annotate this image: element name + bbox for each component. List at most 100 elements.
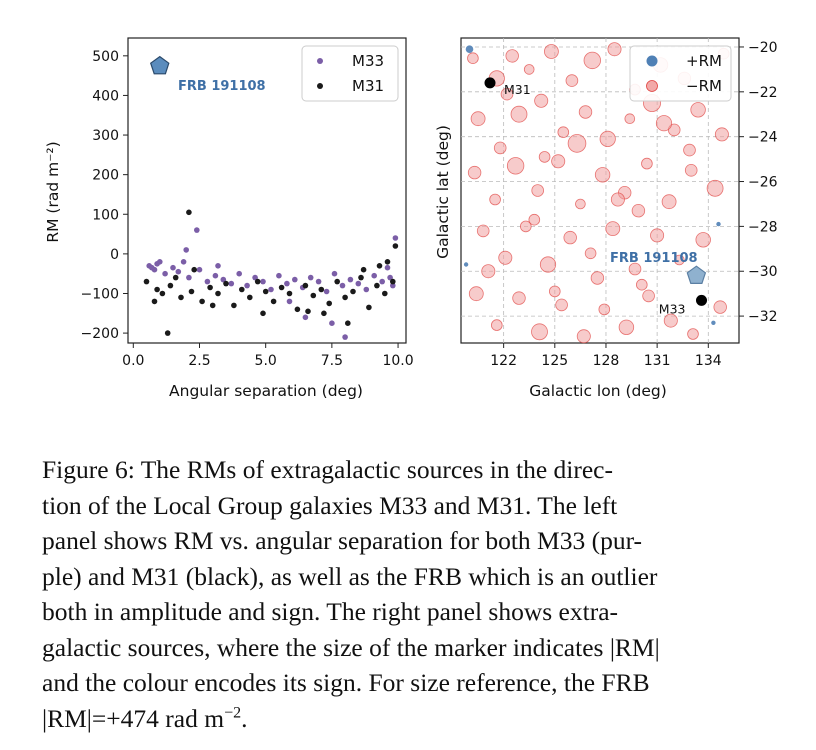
left-frb-marker xyxy=(149,55,170,75)
m33-point xyxy=(323,288,330,295)
m31-point xyxy=(247,294,253,301)
m31-point xyxy=(188,288,195,295)
caption-line: tion of the Local Group galaxies M33 and… xyxy=(42,490,618,520)
m33-point xyxy=(175,268,182,275)
negative-rm-source xyxy=(690,102,706,118)
negative-rm-source xyxy=(467,52,479,64)
m31-point xyxy=(151,298,158,305)
negative-rm-source xyxy=(555,298,568,312)
caption-line: both in amplitude and sign. The right pa… xyxy=(42,597,619,626)
right-ticks: 122 125 128 131 134 −20 −22 −24 −26 −28 −30 −32 xyxy=(490,40,777,369)
left-legend-box xyxy=(301,45,399,102)
negative-rm-source xyxy=(683,143,696,157)
m33-point xyxy=(244,282,250,289)
m33-point xyxy=(307,274,314,281)
positive-rm-source xyxy=(463,262,469,267)
right-y-tick-label: −32 xyxy=(748,309,778,325)
m33-point xyxy=(196,266,203,273)
m31-point xyxy=(154,286,160,293)
negative-rm-source xyxy=(539,256,557,273)
m33-point xyxy=(355,280,362,287)
negative-rm-source xyxy=(695,232,711,248)
right-x-tick-label: 122 xyxy=(490,353,517,369)
right-legend: +RM −RM xyxy=(629,45,732,102)
negative-rm-source xyxy=(551,154,566,169)
right-galaxies: M31 M33 xyxy=(484,77,707,316)
legend-positive-marker xyxy=(646,55,658,67)
m33-point xyxy=(268,286,274,293)
negative-rm-source xyxy=(567,134,587,153)
m31-point xyxy=(143,278,150,285)
legend-m33-label: M33 xyxy=(352,52,384,70)
caption-line: and the colour encodes its sign. For siz… xyxy=(42,668,650,697)
negative-rm-source xyxy=(544,44,559,59)
m31-point xyxy=(178,294,184,301)
m33-marker xyxy=(696,294,707,306)
m33-point xyxy=(315,278,322,285)
negative-rm-source xyxy=(500,87,514,101)
m31-point xyxy=(199,298,205,305)
m33-point xyxy=(183,247,189,253)
negative-rm-source xyxy=(624,113,636,124)
negative-rm-source xyxy=(534,93,549,108)
negative-rm-source xyxy=(713,300,727,314)
negative-rm-source xyxy=(673,254,685,266)
positive-rm-source xyxy=(465,45,474,53)
right-y-tick-label: −28 xyxy=(748,219,778,235)
m31-point xyxy=(172,274,179,281)
right-y-axis-label: Galactic lat (deg) xyxy=(434,125,452,259)
negative-rm-source xyxy=(584,247,597,260)
right-panel-sky-map: 122 125 128 131 134 −20 −22 −24 −26 −28 −30 −32 M31… xyxy=(434,37,778,400)
m33-point xyxy=(157,259,163,265)
negative-rm-source xyxy=(476,224,490,238)
m31-point xyxy=(239,286,245,293)
m31-point xyxy=(318,286,325,293)
m33-point xyxy=(379,278,386,285)
negative-rm-source xyxy=(578,105,593,119)
m31-point xyxy=(326,300,333,307)
caption-line: |RM|=+474 rad m−2. xyxy=(42,701,776,737)
left-x-tick-label: 7.5 xyxy=(321,353,343,369)
negative-rm-source xyxy=(661,194,677,210)
negative-rm-source xyxy=(590,271,605,285)
negative-rm-source xyxy=(523,64,535,75)
left-y-tick-label: 400 xyxy=(92,88,119,104)
negative-rm-source xyxy=(470,111,486,127)
left-y-tick-label: 200 xyxy=(92,168,119,184)
m31-point xyxy=(159,290,166,297)
negative-rm-source xyxy=(628,262,642,276)
right-y-tick-label: −30 xyxy=(748,264,778,280)
negative-rm-source xyxy=(565,74,579,87)
left-x-tick-label: 2.5 xyxy=(188,353,210,369)
m31-point xyxy=(382,290,388,297)
m33-point xyxy=(384,264,391,271)
negative-rm-source xyxy=(610,192,625,207)
negative-rm-source xyxy=(635,278,648,291)
m31-point xyxy=(286,290,293,297)
negative-rm-source xyxy=(594,167,611,183)
right-x-tick-label: 131 xyxy=(644,353,671,369)
m33-point xyxy=(286,298,293,305)
m33-point xyxy=(186,274,192,281)
right-x-tick-label: 134 xyxy=(695,353,722,369)
m31-point xyxy=(260,310,266,317)
negative-rm-source xyxy=(510,105,528,123)
negative-rm-source xyxy=(663,313,678,328)
m33-point xyxy=(392,235,399,241)
caption-rm-value: |RM|=+474 rad m xyxy=(42,703,225,733)
m31-point xyxy=(310,292,317,299)
negative-rm-source xyxy=(641,157,653,170)
negative-rm-source xyxy=(714,127,729,142)
negative-rm-source xyxy=(598,303,611,316)
negative-rm-source xyxy=(655,115,673,132)
negative-rm-source xyxy=(498,250,513,265)
m33-point xyxy=(212,272,219,279)
m33-point xyxy=(228,280,235,287)
left-y-axis-label: RM (rad m⁻²) xyxy=(44,141,62,242)
negative-rm-source xyxy=(531,323,548,341)
m31-point xyxy=(167,282,174,289)
figure-caption: Figure 6: The RMs of extragalactic sourc… xyxy=(42,452,776,736)
negative-rm-source xyxy=(687,328,699,340)
m31-point xyxy=(215,290,221,297)
m33-point xyxy=(220,276,227,283)
